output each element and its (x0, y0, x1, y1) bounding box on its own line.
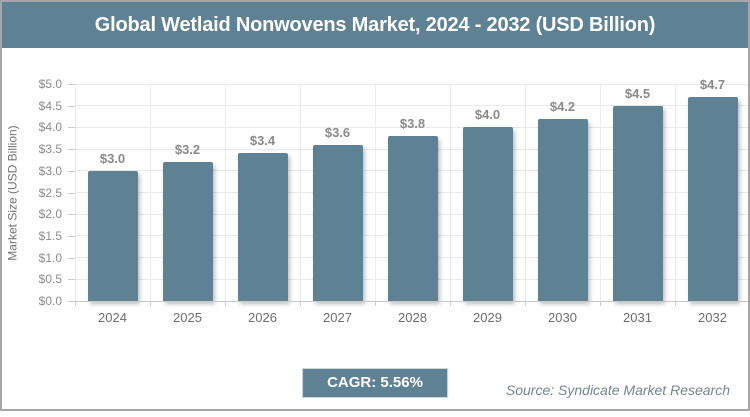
y-tick-label: $4.0 (38, 120, 62, 135)
y-tick-mark (68, 279, 75, 281)
x-category-label: 2028 (398, 310, 427, 325)
v-gridline (524, 84, 526, 301)
h-gridline (75, 126, 750, 128)
chart-title: Global Wetlaid Nonwovens Market, 2024 - … (94, 13, 656, 36)
y-tick-mark (68, 84, 75, 85)
x-tick-mark (299, 301, 301, 306)
bar (87, 170, 138, 301)
x-category-label: 2026 (248, 310, 277, 325)
bar-value-label: $4.0 (474, 107, 501, 123)
y-tick-mark (68, 192, 75, 194)
bar-value-label: $3.6 (324, 124, 351, 140)
bar-value-label: $3.2 (174, 142, 201, 158)
x-tick-mark (374, 301, 376, 306)
bar-value-label: $3.4 (249, 133, 276, 149)
y-tick-mark (68, 235, 75, 237)
bar-value-label: $4.7 (699, 77, 726, 93)
h-gridline (75, 83, 750, 85)
v-gridline (449, 84, 451, 301)
bar-value-label: $4.5 (624, 85, 651, 101)
y-tick-mark (68, 127, 75, 129)
bar (612, 105, 663, 301)
plot-area: $3.0 $3.2 $3.4 $3.6 $3.8 $4.0 $4.2 $4.5 $4.7 (69, 77, 750, 302)
x-category-label: 2030 (548, 310, 577, 325)
bar (687, 97, 738, 301)
y-tick-mark (68, 149, 75, 151)
y-tick-label: $0.5 (38, 272, 62, 287)
v-gridline (299, 84, 301, 301)
y-tick-label: $2.0 (38, 207, 62, 222)
h-gridline (75, 105, 750, 107)
bar (162, 162, 213, 301)
bar (237, 153, 288, 301)
x-tick-mark (149, 301, 151, 306)
y-tick-label: $3.0 (38, 163, 62, 178)
x-category-label: 2025 (173, 310, 202, 325)
bar (387, 136, 438, 301)
x-axis-line (69, 301, 750, 302)
y-tick-label: $2.5 (38, 185, 62, 200)
bar (312, 144, 363, 301)
bar-value-label: $4.2 (549, 98, 576, 114)
bar-value-label: $3.8 (399, 116, 426, 132)
v-gridline (674, 84, 676, 301)
x-tick-mark (449, 301, 451, 306)
x-category-label: 2032 (698, 310, 727, 325)
x-category-label: 2029 (473, 310, 502, 325)
x-category-label: 2031 (623, 310, 652, 325)
y-tick-label: $1.5 (38, 228, 62, 243)
y-tick-label: $5.0 (38, 77, 62, 91)
x-tick-mark (599, 301, 601, 306)
v-gridline (599, 84, 601, 301)
y-tick-label: $0.0 (38, 294, 62, 308)
v-gridline (224, 84, 226, 301)
y-tick-mark (68, 257, 75, 259)
cagr-badge-label: CAGR: 5.56% (327, 374, 423, 391)
x-tick-mark (674, 301, 676, 306)
y-tick-mark (68, 170, 75, 172)
y-tick-mark (68, 214, 75, 216)
y-tick-mark (68, 105, 75, 107)
v-gridline (74, 84, 76, 301)
cagr-badge: CAGR: 5.56% (302, 368, 448, 398)
y-tick-label: $1.0 (38, 250, 62, 265)
y-tick-label: $4.5 (38, 98, 62, 113)
v-gridline (374, 84, 376, 301)
x-tick-mark (74, 301, 76, 306)
bar (462, 127, 513, 301)
chart-title-bar: Global Wetlaid Nonwovens Market, 2024 - … (2, 2, 748, 48)
x-tick-mark (524, 301, 526, 306)
x-category-label: 2027 (323, 310, 352, 325)
y-tick-label: $3.5 (38, 142, 62, 157)
source-credit: Source: Syndicate Market Research (505, 382, 730, 398)
bar-value-label: $3.0 (99, 150, 126, 166)
v-gridline (149, 84, 151, 301)
x-tick-mark (224, 301, 226, 306)
bar (537, 118, 588, 301)
x-category-label: 2024 (98, 310, 127, 325)
